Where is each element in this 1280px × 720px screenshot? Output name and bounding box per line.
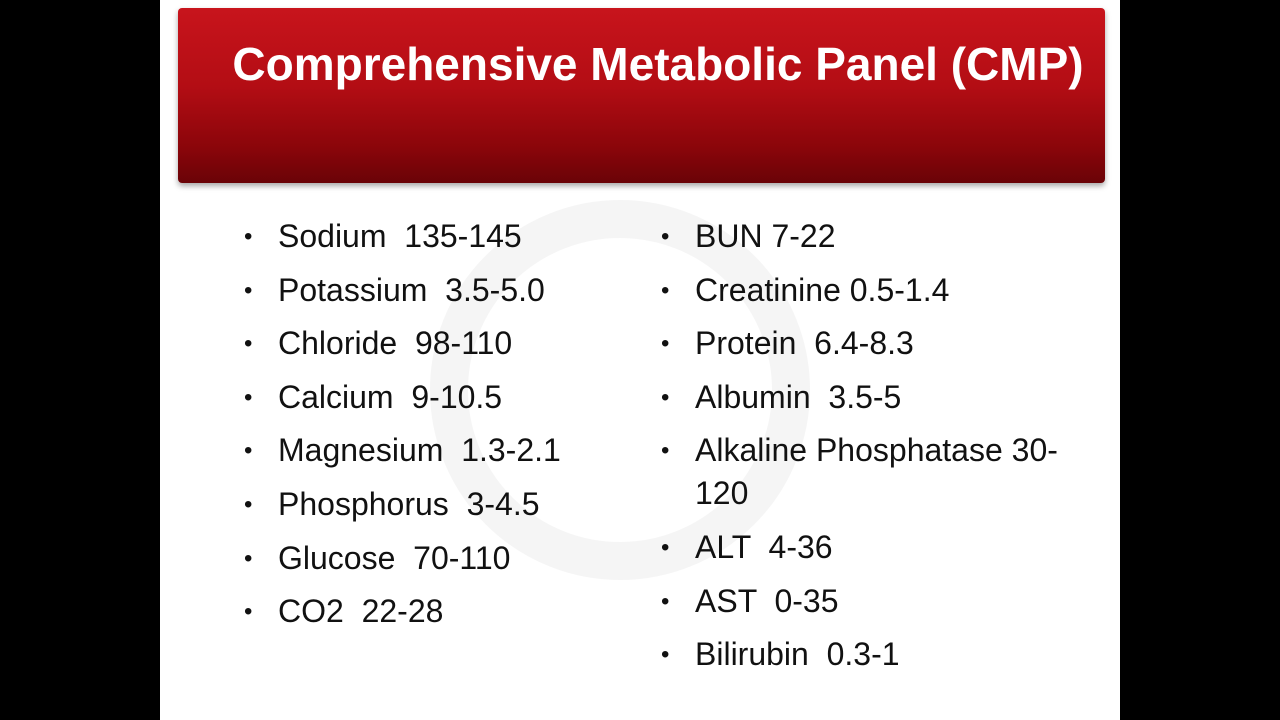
- list-item: Creatinine 0.5-1.4: [661, 269, 1095, 312]
- list-item: Albumin 3.5-5: [661, 376, 1095, 419]
- slide-title: Comprehensive Metabolic Panel (CMP): [232, 38, 1084, 90]
- right-list: BUN 7-22 Creatinine 0.5-1.4 Protein 6.4-8.…: [661, 215, 1095, 687]
- list-item: Magnesium 1.3-2.1: [244, 429, 638, 472]
- list-item: Glucose 70-110: [244, 537, 638, 580]
- list-item: Calcium 9-10.5: [244, 376, 638, 419]
- list-item: CO2 22-28: [244, 590, 638, 633]
- list-item: AST 0-35: [661, 580, 1095, 623]
- list-item: Protein 6.4-8.3: [661, 322, 1095, 365]
- list-item: Chloride 98-110: [244, 322, 638, 365]
- list-item: BUN 7-22: [661, 215, 1095, 258]
- list-item: Sodium 135-145: [244, 215, 638, 258]
- list-item: Phosphorus 3-4.5: [244, 483, 638, 526]
- left-list: Sodium 135-145 Potassium 3.5-5.0 Chloride …: [244, 215, 638, 644]
- list-item: Bilirubin 0.3-1: [661, 633, 1095, 676]
- list-item: ALT 4-36: [661, 526, 1095, 569]
- list-item: Alkaline Phosphatase 30-120: [661, 429, 1095, 515]
- list-item: Potassium 3.5-5.0: [244, 269, 638, 312]
- slide: Comprehensive Metabolic Panel (CMP) Sodi…: [160, 0, 1120, 720]
- title-banner: Comprehensive Metabolic Panel (CMP): [178, 8, 1105, 183]
